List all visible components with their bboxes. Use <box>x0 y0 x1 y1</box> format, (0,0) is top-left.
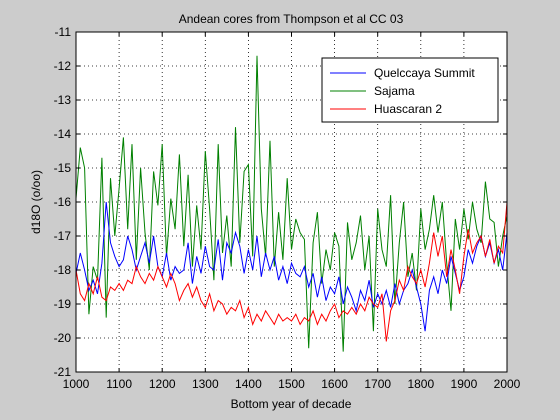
y-tick-label: -11 <box>55 25 72 39</box>
y-tick-label: -15 <box>54 161 72 175</box>
x-tick-label: 1300 <box>192 377 219 391</box>
x-tick-label: 1400 <box>235 377 262 391</box>
y-tick-label: -18 <box>54 263 72 277</box>
series-line-quelccaya-summit <box>75 201 508 332</box>
x-axis-label: Bottom year of decade <box>231 397 352 411</box>
y-tick-label: -21 <box>54 365 72 379</box>
tick-marks <box>75 31 508 373</box>
y-tick-label: -14 <box>54 127 72 141</box>
legend-label: Quelccaya Summit <box>374 66 475 80</box>
x-tick-label: 1900 <box>451 377 478 391</box>
legend-box <box>321 57 499 123</box>
x-tick-label: 1100 <box>106 377 132 391</box>
x-tick-label: 1200 <box>149 377 176 391</box>
x-tick-labels: 1000 1100 1200 1300 1400 1500 1600 1700 1800 1900… <box>63 377 521 391</box>
y-tick-label: -20 <box>54 331 72 345</box>
legend-label: Huascaran 2 <box>374 102 442 116</box>
series-group <box>75 55 508 352</box>
x-tick-label: 1800 <box>407 377 434 391</box>
y-axis-label: d18O (o/oo) <box>29 170 43 234</box>
legend-label: Sajama <box>374 84 415 98</box>
x-tick-label: 1600 <box>321 377 348 391</box>
x-tick-label: 1500 <box>278 377 305 391</box>
x-tick-label: 1000 <box>63 377 90 391</box>
y-tick-label: -13 <box>54 93 72 107</box>
y-tick-label: -19 <box>54 297 72 311</box>
series-line-huascaran-2 <box>75 201 508 342</box>
x-tick-label: 2000 <box>494 377 521 391</box>
y-tick-label: -17 <box>54 229 72 243</box>
y-tick-labels: -11 -12 -13 -14 -15 -16 -17 -18 -19 -20 -21 <box>54 25 72 379</box>
y-tick-label: -16 <box>54 195 72 209</box>
x-tick-label: 1700 <box>364 377 391 391</box>
y-tick-label: -12 <box>54 59 72 73</box>
legend: Quelccaya Summit Sajama Huascaran 2 <box>321 57 499 123</box>
chart-title: Andean cores from Thompson et al CC 03 <box>179 12 404 26</box>
